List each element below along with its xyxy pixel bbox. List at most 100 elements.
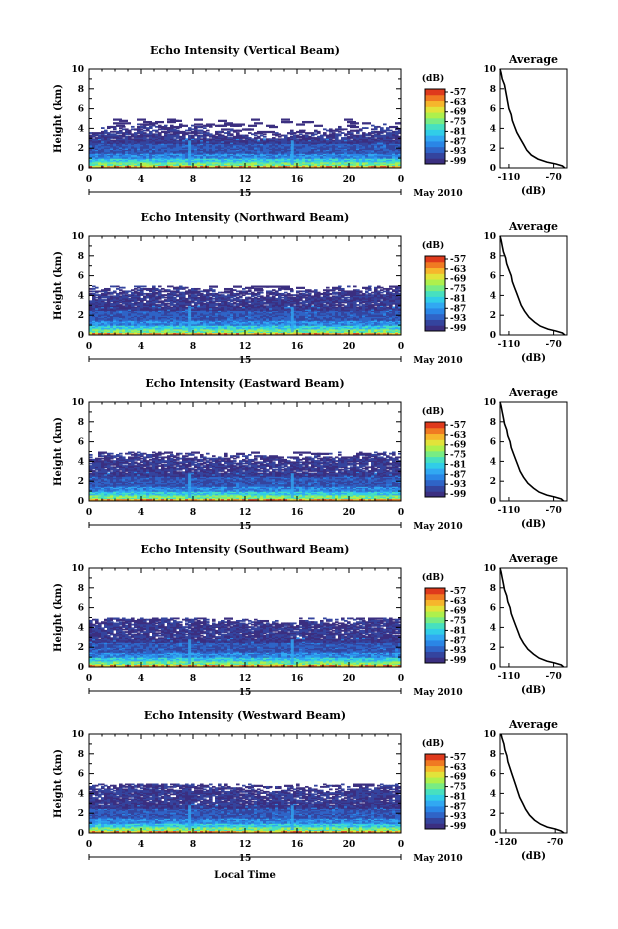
y-tick-label: 6: [78, 105, 84, 115]
colorbar-swatch: [425, 639, 445, 647]
profile-title: Average: [508, 552, 558, 565]
colorbar-frame: [424, 421, 446, 498]
x-tick-label: 4: [138, 175, 144, 185]
colorbar-tick-label: -87: [450, 802, 466, 812]
colorbar-swatch: [425, 290, 445, 297]
colorbar-swatch: [425, 273, 445, 280]
x-tick-label: 8: [190, 840, 196, 850]
y-tick-label: 8: [78, 418, 84, 428]
x-tick-label: 8: [190, 175, 196, 185]
profile-y-tick-label: 8: [490, 418, 496, 428]
colorbar-tick-label: -93: [450, 646, 466, 656]
colorbar-swatch: [425, 456, 445, 463]
y-tick-label: 6: [78, 770, 84, 780]
x-tick-label: 16: [291, 508, 304, 518]
y-tick-label: 0: [78, 164, 84, 174]
x-tick-label: 0: [86, 175, 92, 185]
profile-y-tick-label: 4: [490, 789, 496, 799]
colorbar-swatch: [425, 261, 445, 269]
colorbar-unit: (dB): [422, 572, 444, 583]
profile-y-tick-label: 2: [490, 643, 496, 653]
day-label: 15: [239, 854, 252, 864]
colorbar-swatch: [425, 599, 445, 606]
profile-x-tick-label: -110: [498, 672, 521, 682]
x-tick-label: 0: [398, 508, 404, 518]
colorbar-swatch: [425, 628, 445, 635]
colorbar-swatch: [425, 427, 445, 435]
colorbar-tick-label: -63: [450, 98, 466, 108]
colorbar-swatch: [425, 462, 445, 469]
date-label: May 2010: [413, 854, 462, 864]
profile-y-tick-label: 8: [490, 750, 496, 760]
x-tick-label: 0: [86, 342, 92, 352]
y-tick-label: 6: [78, 272, 84, 282]
day-label: 15: [239, 189, 252, 199]
colorbar-swatch: [425, 123, 445, 130]
y-axis-label: Height (km): [53, 417, 64, 486]
colorbar-tick-label: -57: [450, 88, 466, 98]
day-label: 15: [239, 356, 252, 366]
profile-y-tick-label: 2: [490, 477, 496, 487]
colorbar-tick-label: -75: [450, 451, 466, 461]
profile-y-tick-label: 6: [490, 604, 496, 614]
colorbar-swatch: [425, 433, 445, 440]
profile-x-tick-label: -110: [498, 340, 521, 350]
colorbar-swatch: [425, 302, 445, 309]
profile-x-tick-label: -110: [498, 173, 521, 183]
panel-title: Echo Intensity (Southward Beam): [141, 543, 350, 556]
colorbar-tick-label: -93: [450, 314, 466, 324]
profile-line: [499, 567, 565, 668]
colorbar-swatch: [425, 788, 445, 795]
x-tick-label: 20: [343, 840, 356, 850]
profile-y-tick-label: 6: [490, 770, 496, 780]
colorbar-swatch: [425, 491, 445, 498]
heatmap: [89, 118, 401, 168]
colorbar-unit: (dB): [422, 240, 444, 251]
x-tick-label: 0: [398, 342, 404, 352]
y-axis-label: Height (km): [53, 251, 64, 320]
profile-y-tick-label: 0: [490, 829, 496, 839]
profile-frame: [499, 567, 568, 668]
panel-4: Echo Intensity (Westward Beam) 0 2 4 6 8 10 Hei…: [53, 709, 568, 864]
profile-y-tick-label: 10: [483, 232, 496, 242]
colorbar-tick-label: -99: [450, 656, 466, 666]
profile-y-tick-label: 6: [490, 272, 496, 282]
profile-y-tick-label: 4: [490, 291, 496, 301]
colorbar-swatch: [425, 805, 445, 813]
x-tick-label: 0: [398, 175, 404, 185]
colorbar-tick-label: -57: [450, 753, 466, 763]
profile-x-label: (dB): [521, 186, 546, 197]
profile-frame: [499, 235, 568, 336]
colorbar-swatch: [425, 616, 445, 624]
x-tick-label: 12: [239, 175, 252, 185]
colorbar-swatch: [425, 657, 445, 664]
y-tick-label: 8: [78, 252, 84, 262]
colorbar-swatch: [425, 800, 445, 807]
profile-y-tick-label: 10: [483, 564, 496, 574]
profile-y-tick-label: 10: [483, 65, 496, 75]
date-label: May 2010: [413, 522, 462, 532]
profile-x-tick-label: -70: [547, 838, 563, 848]
profile-y-tick-label: 6: [490, 438, 496, 448]
profile-x-label: (dB): [521, 353, 546, 364]
y-tick-label: 10: [71, 65, 84, 75]
x-tick-label: 0: [398, 840, 404, 850]
x-tick-label: 4: [138, 342, 144, 352]
colorbar-swatch: [425, 811, 445, 818]
colorbar-swatch: [425, 284, 445, 292]
colorbar-swatch: [425, 479, 445, 486]
colorbar-tick-label: -99: [450, 157, 466, 167]
date-label: May 2010: [413, 189, 462, 199]
panel-0: Echo Intensity (Vertical Beam) 0 2 4 6 8 10 Hei…: [53, 44, 568, 199]
profile-line: [500, 733, 565, 834]
profile-y-tick-label: 10: [483, 730, 496, 740]
profile-y-tick-label: 0: [490, 497, 496, 507]
profile-x-label: (dB): [521, 685, 546, 696]
colorbar-swatch: [425, 152, 445, 159]
colorbar-tick-label: -69: [450, 275, 466, 285]
colorbar-swatch: [425, 296, 445, 303]
profile-y-tick-label: 2: [490, 144, 496, 154]
colorbar-unit: (dB): [422, 738, 444, 749]
colorbar-swatch: [425, 473, 445, 481]
profile-y-tick-label: 0: [490, 164, 496, 174]
